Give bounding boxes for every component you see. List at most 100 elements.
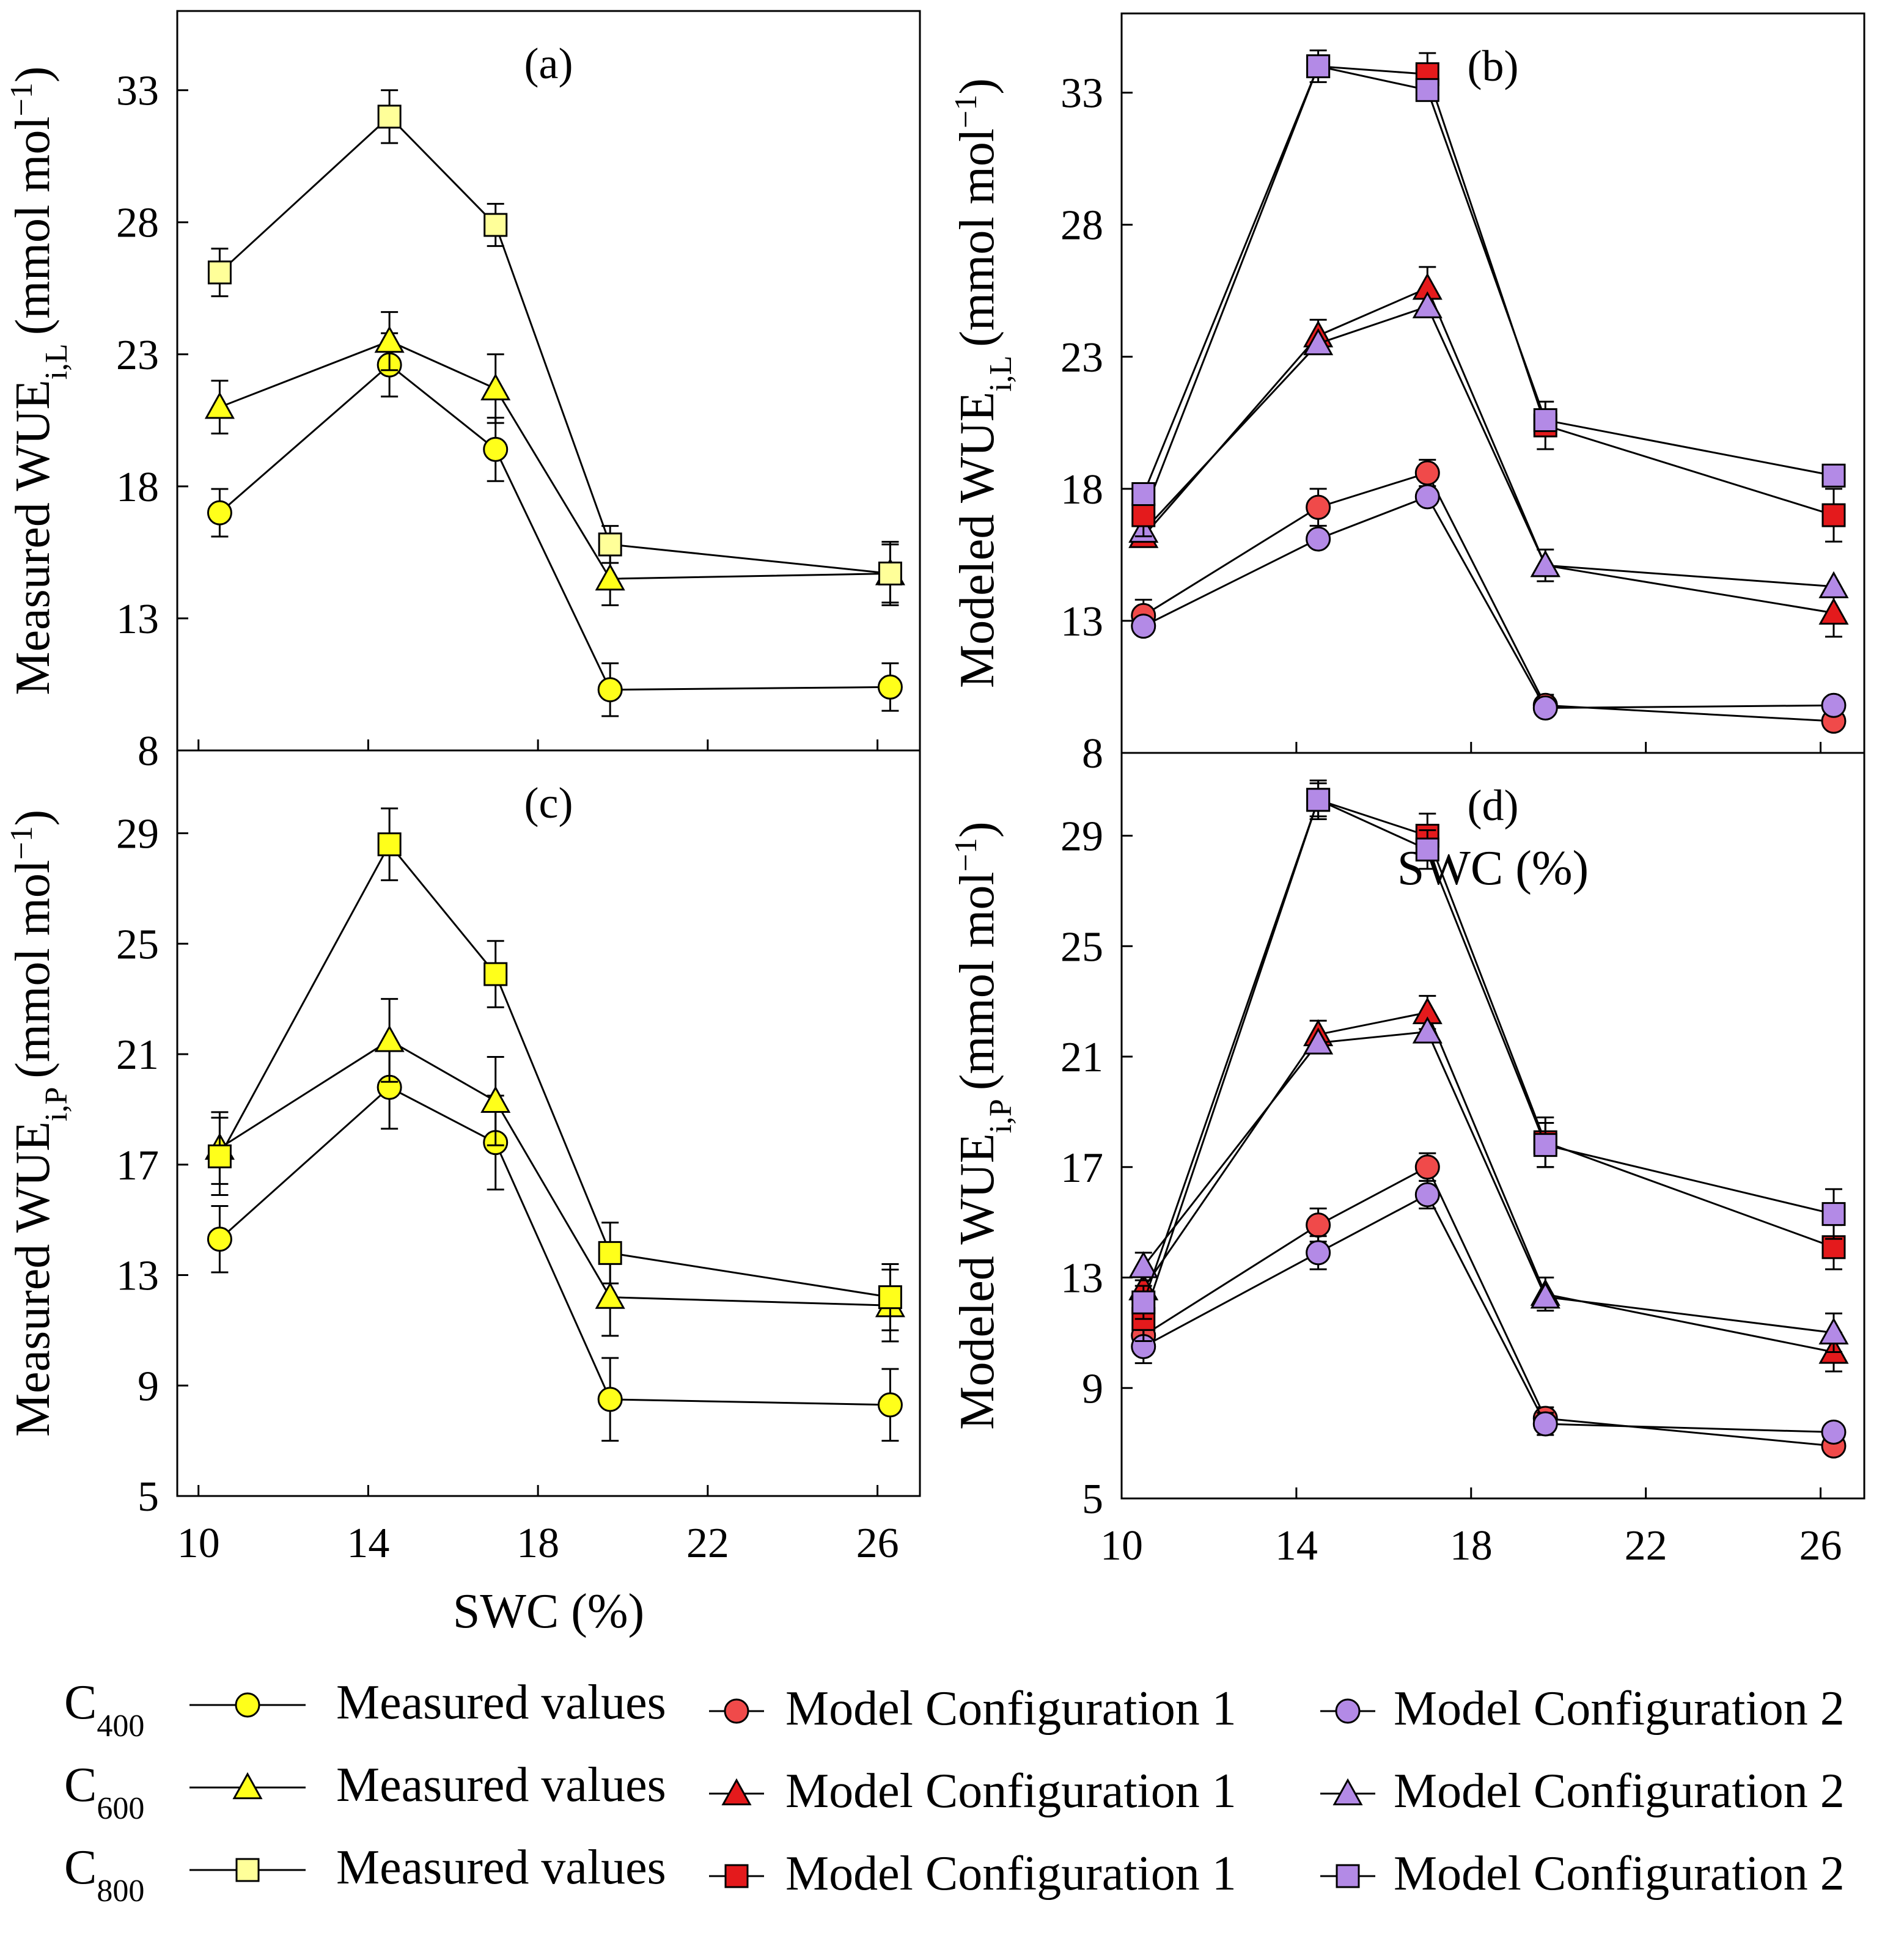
data-point: [598, 1241, 622, 1265]
series-c600-model-configuration-2: [1128, 291, 1849, 598]
series-line: [219, 1086, 891, 1406]
series-c600-model-configuration-2: [1128, 1016, 1849, 1354]
legend-marker-config1: [724, 1864, 749, 1888]
legend-concentration: C600: [64, 1758, 144, 1826]
series-line: [1143, 495, 1834, 710]
data-point: [1818, 597, 1849, 625]
y-tick-label: 9: [1082, 1365, 1103, 1412]
legend-label-config1: Model Configuration 1: [785, 1764, 1237, 1818]
y-tick-label: 21: [116, 1032, 159, 1079]
chart-panel-b: 8 13 18 23 28 33 (b) Modeled WUEi,L(mmol mol−1)…: [949, 12, 1865, 895]
data-point: [1306, 494, 1331, 520]
chart-panel-a: 8 13 18 23 28 33 (a) Measured WUEi,L(mmol mol−1…: [4, 10, 921, 775]
data-point: [204, 392, 235, 419]
y-tick-label: 21: [1060, 1034, 1103, 1081]
data-point: [877, 1392, 903, 1418]
y-tick-label: 13: [1060, 1255, 1103, 1302]
data-point: [878, 1285, 902, 1310]
data-point: [597, 1387, 623, 1412]
data-point: [377, 832, 402, 857]
y-tick-label: 17: [1060, 1145, 1103, 1192]
data-point: [1532, 1411, 1558, 1437]
data-point: [1414, 484, 1440, 510]
data-point: [595, 563, 625, 591]
legend-row-600: C600 Measured values Model Configuration 1…: [64, 1758, 1845, 1826]
data-point: [1818, 571, 1849, 598]
data-point: [1530, 1282, 1560, 1309]
y-tick-label: 29: [1060, 813, 1103, 860]
y-axis-label: Modeled WUEi,P(mmol mol−1): [949, 821, 1018, 1429]
data-point: [1821, 1420, 1847, 1445]
y-tick-label: 28: [1060, 202, 1103, 249]
data-point: [207, 1144, 232, 1168]
legend-marker-config1: [724, 1698, 749, 1724]
y-tick-label: 5: [1082, 1476, 1103, 1523]
series-c800-model-configuration-1: [1131, 50, 1846, 543]
series-line: [219, 842, 891, 1299]
data-point: [877, 674, 903, 700]
legend-marker-measured: [235, 1858, 260, 1882]
data-point: [480, 1085, 511, 1113]
y-tick-label: 8: [1082, 730, 1103, 777]
x-tick-label: 26: [1799, 1522, 1842, 1569]
y-tick-label: 29: [116, 811, 159, 858]
legend-label-config2: Model Configuration 2: [1394, 1764, 1845, 1818]
data-point: [1414, 1182, 1440, 1208]
data-point: [1131, 482, 1156, 506]
series-c800-measured-values: [207, 89, 902, 606]
y-tick-label: 9: [138, 1363, 159, 1410]
y-tick-label: 33: [1060, 70, 1103, 117]
x-axis-label: SWC (%): [453, 1585, 644, 1638]
data-point: [207, 500, 232, 526]
series-line: [219, 364, 891, 691]
data-point: [1303, 1027, 1334, 1055]
legend: C400 Measured values Model Configuration 1…: [64, 1676, 1845, 1909]
chart-panel-d: 5 9 13 17 21 25 29 10 14 18 22 26 (d) Modeled WUEi,P(…: [949, 752, 1865, 1569]
legend-marker-config2: [1335, 1698, 1361, 1724]
x-tick-label: 18: [516, 1520, 559, 1567]
data-point: [1415, 78, 1439, 102]
y-tick-label: 13: [116, 1253, 159, 1300]
x-tick-label: 22: [686, 1520, 729, 1567]
legend-marker-config1: [721, 1778, 752, 1806]
legend-label-measured: Measured values: [336, 1758, 666, 1812]
data-point: [1131, 614, 1156, 639]
data-point: [1533, 1133, 1557, 1157]
x-tick-label: 14: [1275, 1522, 1318, 1569]
y-tick-label: 5: [138, 1473, 159, 1520]
y-tick-label: 17: [116, 1142, 159, 1189]
y-tick-label: 23: [116, 332, 159, 379]
series-c600-model-configuration-1: [1128, 266, 1849, 638]
y-axis-label: Measured WUEi,L(mmol mol−1): [4, 66, 74, 695]
data-point: [483, 962, 508, 986]
legend-row-800: C800 Measured values Model Configuration 1…: [64, 1841, 1845, 1909]
y-axis-label: Measured WUEi,P(mmol mol−1): [4, 810, 74, 1437]
data-point: [1415, 837, 1439, 862]
data-point: [374, 1025, 405, 1052]
data-point: [1533, 408, 1557, 432]
data-point: [1306, 788, 1331, 812]
x-tick-label: 18: [1450, 1522, 1493, 1569]
legend-marker-config2: [1332, 1778, 1363, 1806]
data-point: [1131, 503, 1156, 527]
legend-concentration: C400: [64, 1676, 144, 1744]
data-point: [377, 105, 402, 129]
legend-marker-measured: [235, 1692, 260, 1718]
data-point: [595, 1282, 625, 1309]
legend-label-measured: Measured values: [336, 1841, 666, 1894]
series-line: [219, 1039, 891, 1307]
plot-frame: [1120, 12, 1865, 754]
series-line: [1142, 65, 1834, 516]
y-tick-label: 23: [1060, 334, 1103, 381]
series-c400-model-configuration-2: [1131, 1179, 1847, 1445]
series-line: [1142, 305, 1834, 588]
data-point: [1131, 1290, 1156, 1314]
panel-label: (b): [1468, 42, 1519, 90]
legend-marker-measured: [232, 1772, 263, 1800]
x-tick-label: 10: [177, 1520, 220, 1567]
data-point: [598, 532, 622, 557]
data-point: [1306, 54, 1331, 78]
data-point: [1306, 1240, 1331, 1266]
data-point: [1414, 460, 1440, 486]
data-point: [1128, 1251, 1159, 1278]
